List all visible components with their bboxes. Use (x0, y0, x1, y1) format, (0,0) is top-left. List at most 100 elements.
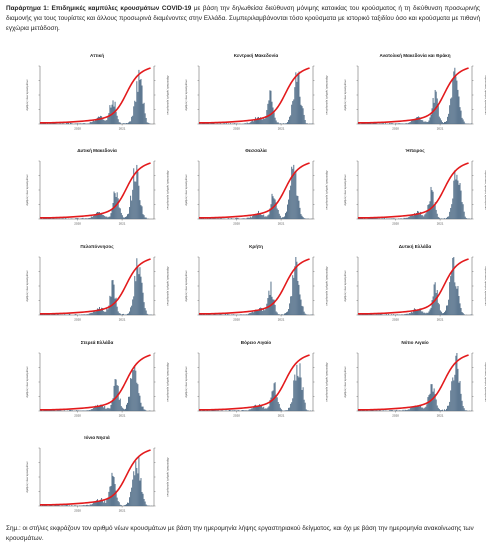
bar-series (399, 410, 401, 411)
bar-series (76, 218, 78, 219)
bar-series (257, 117, 258, 124)
bar-series (127, 214, 128, 219)
bar-series (275, 120, 277, 124)
bar-series (258, 310, 260, 315)
bar-series (272, 107, 274, 124)
bar-series (261, 307, 263, 315)
bar-series (86, 410, 88, 411)
bar-series (427, 121, 429, 124)
bar-series (101, 213, 103, 219)
bar-series (127, 502, 128, 506)
bar-series (392, 410, 394, 411)
bar-series (299, 294, 301, 315)
bar-series (52, 123, 54, 124)
bar-series (253, 214, 255, 219)
y-axis-label: Αριθμός νέων κρουσμάτων (25, 461, 29, 493)
bar-series (273, 112, 275, 124)
bar-series (286, 410, 287, 411)
bar-series (405, 313, 407, 315)
bar-series (424, 312, 426, 315)
bar-series (374, 217, 376, 219)
bar-series (290, 403, 292, 411)
bar-series (81, 314, 83, 315)
cumulative-line (199, 162, 310, 219)
bar-series (106, 408, 108, 411)
bar-series (388, 314, 389, 315)
bar-series (453, 180, 455, 219)
bar-series (100, 115, 102, 124)
bar-series (85, 505, 87, 506)
bar-series (111, 401, 113, 411)
bar-series (447, 405, 449, 411)
bar-series (428, 120, 430, 124)
bar-series (249, 312, 251, 315)
y2-axis-label: Αθροιστικός αριθμός κρουσμάτων (325, 76, 329, 116)
bar-series (359, 314, 360, 315)
bar-series (213, 314, 215, 315)
bar-series (117, 385, 119, 411)
bar-series (82, 505, 84, 506)
bar-series (271, 296, 273, 315)
bar-series (263, 214, 265, 219)
bar-series (438, 217, 440, 219)
bar-series (375, 410, 377, 411)
bar-series (223, 218, 225, 219)
bar-series (135, 181, 137, 219)
bar-series (440, 218, 442, 219)
bar-series (232, 410, 234, 411)
bar-series (207, 410, 209, 411)
bar-series (293, 99, 295, 124)
bar-series (295, 171, 297, 219)
bar-series (137, 91, 139, 124)
bar-series (61, 123, 63, 124)
bar-series (129, 207, 131, 219)
bar-series (306, 123, 308, 124)
bar-series (105, 216, 107, 219)
bar-series (289, 303, 291, 315)
bar-series (430, 114, 432, 124)
bar-series (61, 218, 63, 219)
bar-series (210, 218, 212, 219)
bar-series (267, 103, 269, 124)
bar-series (448, 405, 450, 411)
bar-series (257, 213, 258, 219)
bar-series (88, 505, 90, 506)
bar-series (87, 314, 89, 315)
bar-series (92, 502, 94, 506)
x-tick-label: 2021 (278, 318, 285, 322)
bar-series (230, 410, 232, 411)
bar-series (40, 314, 41, 315)
bar-series (268, 214, 270, 219)
bar-series (280, 314, 282, 315)
bar-series (199, 123, 200, 124)
bar-series (461, 311, 463, 315)
region-panel: Βόρειο Αιγαίο Αριθμός νέων κρουσμάτων Αθρο… (181, 339, 331, 427)
y-axis-label: Αριθμός νέων κρουσμάτων (25, 366, 29, 398)
bar-series (237, 218, 239, 219)
bar-series (56, 505, 58, 506)
bar-series (381, 123, 383, 124)
bar-series (434, 394, 436, 411)
region-chart: Πελοπόννησος Αριθμός νέων κρουσμάτων Αθροι… (25, 244, 170, 322)
chart-title: Ανατολική Μακεδονία και Θράκη (379, 53, 450, 58)
bar-series (116, 497, 118, 506)
bar-series (429, 309, 431, 315)
y2-axis-label: Αθροιστικός αριθμός κρουσμάτων (325, 363, 329, 403)
bar-series (129, 497, 131, 506)
y-axis-label: Αριθμός νέων κρουσμάτων (184, 366, 188, 398)
bar-series (130, 491, 132, 506)
bar-series (376, 218, 378, 219)
bar-series (244, 123, 246, 124)
bar-series (56, 410, 58, 411)
bar-series (122, 408, 124, 411)
bar-series (358, 410, 359, 411)
bar-series (63, 314, 65, 315)
bar-series (416, 213, 417, 219)
bar-series (229, 410, 230, 411)
bar-series (62, 218, 64, 219)
bar-series (412, 120, 414, 124)
bar-series (88, 313, 90, 315)
bar-series (104, 215, 106, 219)
bar-series (49, 218, 51, 219)
bar-series (214, 314, 216, 315)
